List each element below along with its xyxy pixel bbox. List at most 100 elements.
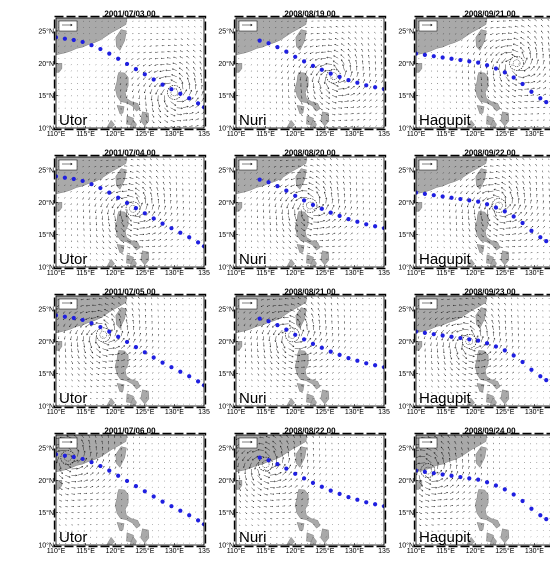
track-point (485, 341, 489, 345)
y-tick-label: 25°N (398, 444, 414, 452)
land-mass (501, 390, 509, 404)
track-point (302, 198, 306, 202)
track-point (458, 336, 462, 340)
y-tick-label: 10°N (38, 403, 54, 411)
y-tick-label: 15°N (38, 509, 54, 517)
track-point (196, 240, 200, 244)
y-tick-label: 15°N (218, 92, 234, 100)
track-point (89, 321, 93, 325)
track-point (81, 40, 85, 44)
track-point (329, 350, 333, 354)
y-tick-label: 20°N (38, 60, 54, 68)
x-tick-label: 125°E (135, 130, 154, 138)
track-point (81, 457, 85, 461)
y-tick-label: 25°N (218, 305, 234, 313)
track-point (503, 348, 507, 352)
track-point (284, 50, 288, 54)
track-point (329, 72, 333, 76)
track-point (81, 318, 85, 322)
track-point (293, 194, 297, 198)
x-tick-label: 120°E (106, 269, 125, 277)
track-point (423, 331, 427, 335)
x-tick-label: 130°E (165, 269, 184, 277)
track-point (72, 177, 76, 181)
land-mass (117, 105, 124, 113)
track-point (284, 467, 288, 471)
legend-box (239, 160, 257, 170)
track-point (458, 58, 462, 62)
legend-box (419, 299, 437, 309)
track-point (529, 368, 533, 372)
land-mass (501, 112, 509, 126)
y-tick-label: 25°N (398, 305, 414, 313)
y-tick-label: 20°N (38, 477, 54, 485)
x-tick-label: 125°E (495, 408, 514, 416)
track-point (441, 194, 445, 198)
track-point (512, 214, 516, 218)
x-tick-label: 120°E (106, 547, 125, 555)
track-point (432, 332, 436, 336)
track-point (346, 356, 350, 360)
y-tick-label: 10°N (398, 542, 414, 550)
legend-box (419, 438, 437, 448)
track-point (320, 346, 324, 350)
track-point (196, 101, 200, 105)
track-point (258, 456, 262, 460)
storm-name-label: Utor (59, 251, 87, 268)
y-tick-label: 15°N (398, 509, 414, 517)
track-point (125, 201, 129, 205)
x-tick-label: 130°E (165, 547, 184, 555)
track-point (355, 359, 359, 363)
storm-name-label: Utor (59, 529, 87, 546)
x-tick-label: 115°E (76, 269, 95, 277)
x-tick-label: 125°E (495, 547, 514, 555)
track-point (107, 468, 111, 472)
track-point (458, 475, 462, 479)
track-point (485, 480, 489, 484)
track-point (187, 374, 191, 378)
x-tick-label: 130°E (345, 547, 364, 555)
y-tick-label: 15°N (398, 92, 414, 100)
x-tick-label: 130°E (525, 547, 544, 555)
x-tick-label: 125°E (135, 408, 154, 416)
track-point (467, 198, 471, 202)
legend-box (239, 438, 257, 448)
y-tick-label: 25°N (398, 166, 414, 174)
track-point (116, 335, 120, 339)
track-point (89, 460, 93, 464)
track-point (423, 53, 427, 57)
track-point (346, 78, 350, 82)
land-mass (295, 489, 320, 528)
land-mass (297, 244, 304, 252)
y-tick-label: 25°N (38, 305, 54, 313)
track-point (98, 186, 102, 190)
track-point (107, 190, 111, 194)
track-point (485, 63, 489, 67)
track-point (143, 211, 147, 215)
land-mass (501, 529, 509, 543)
y-tick-label: 10°N (218, 403, 234, 411)
track-point (134, 345, 138, 349)
track-point (355, 81, 359, 85)
y-tick-label: 10°N (398, 264, 414, 272)
track-point (529, 90, 533, 94)
y-tick-label: 10°N (398, 403, 414, 411)
land-mass (321, 112, 329, 126)
track-point (178, 92, 182, 96)
track-point (346, 217, 350, 221)
legend-box (59, 438, 77, 448)
x-tick-label: 115°E (256, 547, 275, 555)
track-point (284, 189, 288, 193)
track-point (293, 333, 297, 337)
y-tick-label: 25°N (38, 444, 54, 452)
track-point (494, 205, 498, 209)
track-point (544, 239, 548, 243)
track-point (63, 315, 67, 319)
wind-field-map: 2008/09/23 00110°E115°E120°E125°E130°E13… (388, 288, 550, 428)
y-tick-label: 15°N (398, 370, 414, 378)
track-point (275, 184, 279, 188)
